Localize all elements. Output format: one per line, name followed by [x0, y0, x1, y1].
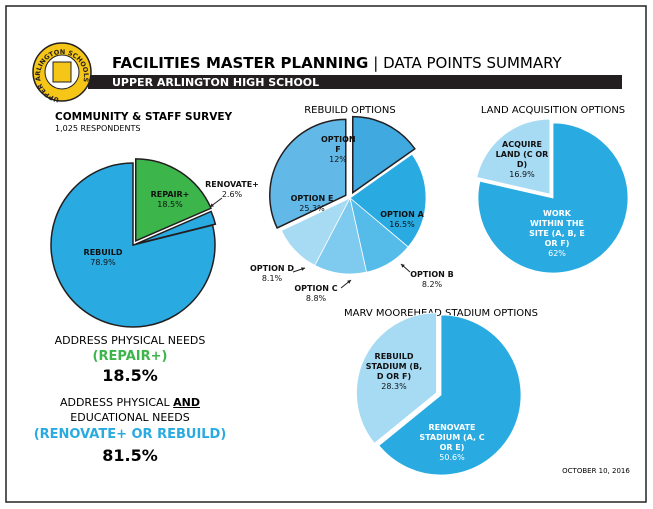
- summary-value: 81.5%: [102, 446, 158, 465]
- chart-title: LAND ACQUISITION OPTIONS: [481, 105, 625, 116]
- summary-value: 18.5%: [102, 366, 158, 385]
- slice-label: OPTION B 8.2%: [407, 270, 457, 290]
- slice-label: REPAIR+ 18.5%: [142, 190, 198, 210]
- pie-slice: [269, 118, 347, 229]
- date: OCTOBER 10, 2016: [562, 467, 630, 475]
- summary-label-part: EDUCATIONAL NEEDS: [70, 411, 190, 424]
- slice-label: OPTION A 16.5%: [377, 210, 427, 230]
- slice-label: OPTION F 12%: [321, 135, 356, 165]
- slice-label-value: 28.3%: [381, 382, 407, 391]
- summary-option: (RENOVATE+ OR REBUILD): [33, 427, 227, 442]
- frame: [5, 5, 647, 503]
- chart-title: REBUILD OPTIONS: [304, 105, 396, 116]
- slice-label-value: 12%: [329, 155, 347, 164]
- summary-label-part: AND: [173, 396, 201, 409]
- slice-label-name: REPAIR+: [150, 190, 190, 199]
- label-arrowhead: [401, 264, 405, 268]
- slice-label-value: 25.3%: [299, 204, 325, 213]
- summary-label-part: ADDRESS PHYSICAL: [59, 396, 170, 409]
- header-title: FACILITIES MASTER PLANNING | DATA POINTS …: [112, 54, 563, 72]
- header-title: FACILITIES MASTER PLANNING: [112, 54, 368, 72]
- summary-label: ADDRESS PHYSICAL AND: [30, 396, 230, 409]
- slice-label-name: RENOVATE+: [205, 180, 259, 189]
- slice-label-name: OPTION F: [321, 135, 356, 154]
- slice-label-name: OPTION D: [249, 264, 295, 273]
- slice-label-name: REBUILD: [83, 248, 123, 257]
- slice-label-value: 16.9%: [509, 170, 535, 179]
- header-bar: [88, 75, 622, 89]
- slice-label-value: 62%: [548, 249, 566, 258]
- slice-label: OPTION E 25.3%: [288, 194, 336, 214]
- slice-label: RENOVATE STADIUM (A, C OR E) 50.6%: [416, 423, 488, 463]
- slice-label-value: 2.6%: [221, 190, 243, 199]
- label-arrowhead: [301, 267, 305, 271]
- slice-label-name: OPTION A: [380, 210, 424, 219]
- chart-title: COMMUNITY & STAFF SURVEY: [55, 111, 232, 123]
- pie-slice: [378, 314, 522, 476]
- slice-label-name: RENOVATE STADIUM (A, C OR E): [419, 423, 485, 452]
- slice-label-name: OPTION B: [410, 270, 454, 279]
- logo-monogram: [52, 61, 72, 83]
- header-title-suffix: | DATA POINTS SUMMARY: [373, 54, 562, 72]
- summary-label: ADDRESS PHYSICAL NEEDS: [54, 334, 206, 347]
- pie-slice: [349, 153, 427, 248]
- slice-label-value: 16.5%: [389, 220, 415, 229]
- slice-label-name: WORK WITHIN THE SITE (A, B, E OR F): [529, 209, 585, 248]
- slice-label: RENOVATE+ 2.6%: [204, 180, 260, 200]
- slice-label-name: OPTION E: [290, 194, 334, 203]
- slice-label-name: ACQUIRE LAND (C OR D): [495, 140, 549, 169]
- pie-slice: [134, 158, 212, 242]
- label-arrowhead: [347, 280, 351, 284]
- slice-label: REBUILD 78.9%: [73, 248, 133, 268]
- pie-slice: [477, 122, 629, 274]
- pie-slice: [352, 115, 416, 195]
- slice-label: WORK WITHIN THE SITE (A, B, E OR F) 62%: [526, 209, 588, 259]
- slice-label-name: OPTION C: [294, 284, 338, 293]
- pie-slice: [280, 197, 351, 266]
- slice-label-value: 8.8%: [305, 294, 327, 303]
- slice-label: OPTION D 8.1%: [249, 264, 295, 284]
- header-subtitle: UPPER ARLINGTON HIGH SCHOOL: [112, 76, 319, 89]
- slice-label-value: 8.2%: [421, 280, 443, 289]
- slice-label-value: 78.9%: [90, 258, 116, 267]
- slice-label-value: 18.5%: [157, 200, 183, 209]
- pie-slice: [356, 312, 437, 444]
- pie-slice: [476, 118, 551, 195]
- slice-label-name: REBUILD STADIUM (B, D OR F): [365, 352, 423, 381]
- slice-label: REBUILD STADIUM (B, D OR F) 28.3%: [364, 352, 424, 392]
- label-arrowhead: [210, 203, 214, 207]
- slice-label-value: 50.6%: [439, 453, 465, 462]
- summary-option: (REPAIR+): [92, 349, 168, 364]
- pie-slice: [135, 210, 217, 245]
- slice-label: ACQUIRE LAND (C OR D) 16.9%: [491, 140, 553, 180]
- chart-subtitle: 1,025 RESPONDENTS: [55, 124, 140, 133]
- slice-label-value: 8.1%: [261, 274, 283, 283]
- slice-label: OPTION C 8.8%: [291, 284, 341, 304]
- pie-slice: [50, 162, 216, 328]
- chart-title: MARV MOOREHEAD STADIUM OPTIONS: [344, 308, 538, 319]
